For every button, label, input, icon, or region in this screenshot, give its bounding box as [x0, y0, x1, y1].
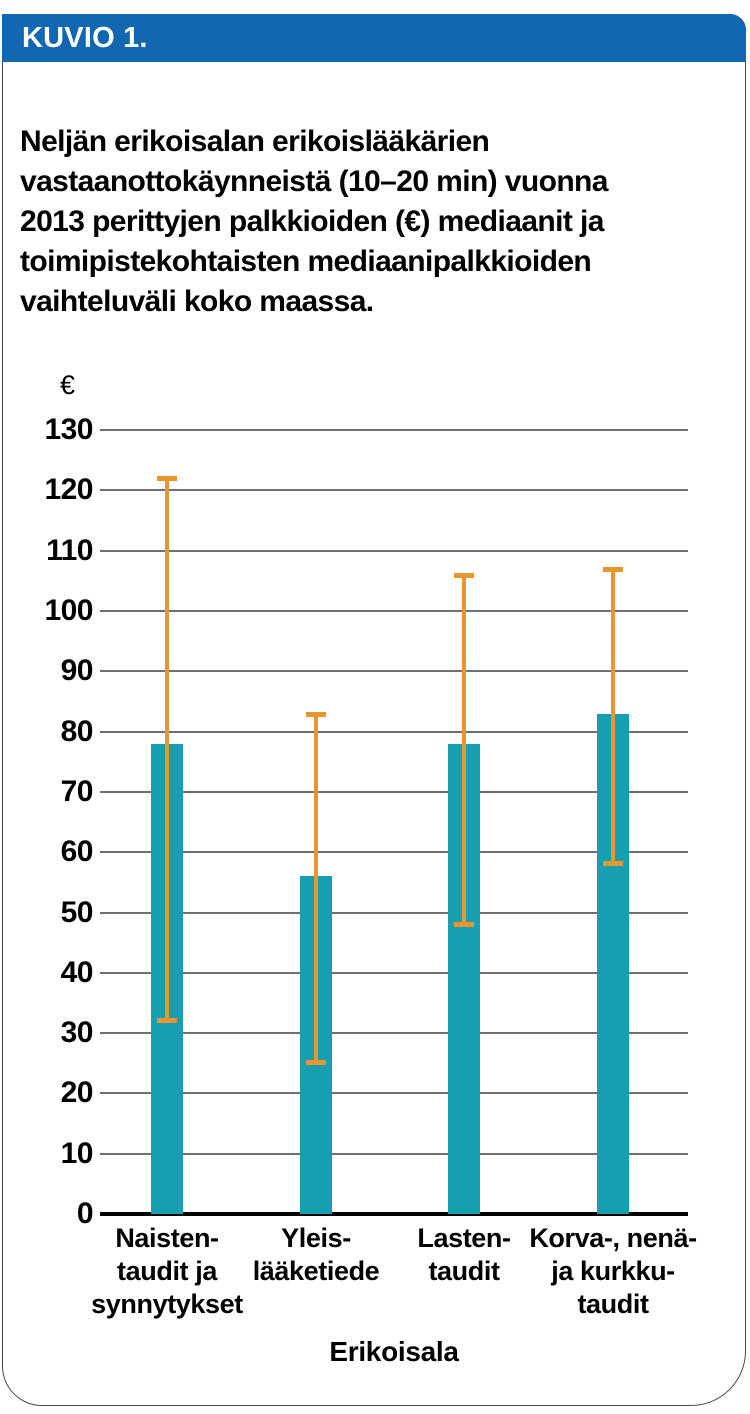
error-bar-cap-top — [306, 711, 326, 717]
x-tick-label-line: taudit ja — [117, 1256, 217, 1286]
error-bar-cap-bottom — [306, 1060, 326, 1066]
y-tick-label: 100 — [44, 594, 93, 627]
y-axis-unit-label: € — [60, 370, 76, 400]
x-tick-label-line: Lasten- — [417, 1223, 511, 1253]
x-axis-baseline — [100, 1212, 688, 1216]
gridline — [100, 790, 688, 793]
y-tick-label: 40 — [60, 955, 94, 989]
error-bar-line — [462, 574, 466, 925]
x-tick-label-line: Naisten- — [115, 1223, 219, 1253]
y-tick-label: 80 — [60, 714, 94, 748]
x-tick-label-line: Yleis- — [281, 1223, 351, 1253]
y-tick-label: 60 — [60, 835, 94, 869]
figure-title-line: toimipistekohtaisten mediaanipalkkioiden — [20, 245, 592, 278]
y-tick-label: 120 — [44, 473, 93, 507]
error-bar-cap-bottom — [454, 921, 474, 927]
error-bar-cap-bottom — [603, 861, 623, 867]
gridline — [100, 549, 688, 552]
y-tick-label: 90 — [60, 654, 94, 688]
figure-title-line: Neljän erikoisalan erikoislääkärien — [20, 125, 490, 158]
x-tick-label: Korva-, nenä-ja kurkku-taudit — [507, 1222, 719, 1321]
gridline — [100, 911, 688, 914]
figure-header: KUVIO 1. — [2, 14, 746, 62]
figure-label: KUVIO 1. — [22, 21, 148, 54]
gridline — [100, 1092, 688, 1095]
gridline — [100, 429, 688, 432]
error-bar-line — [611, 568, 615, 865]
x-tick-label-line: Korva-, nenä- — [529, 1223, 697, 1253]
y-tick-label: 10 — [60, 1136, 94, 1170]
x-tick-label-line: lääketiede — [252, 1256, 380, 1286]
x-tick-label: Yleis-lääketiede — [210, 1222, 422, 1288]
error-bar-cap-top — [157, 476, 177, 482]
gridline — [100, 670, 688, 673]
x-tick-label-line: taudit — [577, 1289, 649, 1319]
y-tick-label: 130 — [44, 413, 93, 447]
x-axis-title: Erikoisala — [329, 1336, 459, 1367]
error-bar-cap-bottom — [157, 1018, 177, 1024]
figure-title: Neljän erikoisalan erikoislääkärien vasta… — [20, 122, 726, 322]
y-tick-label: 20 — [60, 1076, 94, 1110]
error-bar-line — [165, 478, 169, 1022]
gridline — [100, 1032, 688, 1035]
gridline — [100, 851, 688, 854]
y-tick-label: 70 — [60, 774, 94, 808]
gridline — [100, 730, 688, 733]
x-tick-label-line: ja kurkku- — [551, 1256, 675, 1286]
figure-title-line: vaihteluväli koko maassa. — [20, 285, 374, 318]
gridline — [100, 489, 688, 492]
y-tick-label: 30 — [60, 1016, 94, 1050]
error-bar-line — [314, 713, 318, 1064]
gridline — [100, 971, 688, 974]
gridline — [100, 610, 688, 612]
x-tick-label-line: synnytykset — [91, 1289, 243, 1319]
error-bar-cap-top — [454, 572, 474, 578]
y-tick-label: 110 — [46, 533, 93, 567]
figure-title-line: vastaanottokäynneistä (10–20 min) vuonna — [20, 165, 608, 198]
gridline — [100, 1152, 688, 1155]
figure-title-line: 2013 perittyjen palkkioiden (€) mediaani… — [20, 205, 604, 238]
y-tick-label: 50 — [60, 895, 94, 929]
x-tick-label-line: taudit — [428, 1256, 500, 1286]
error-bar-cap-top — [603, 566, 623, 572]
x-tick-label: Lasten-taudit — [358, 1222, 570, 1288]
x-tick-label: Naisten-taudit ja synnytykset — [61, 1222, 273, 1321]
y-tick-label: 0 — [76, 1197, 94, 1230]
